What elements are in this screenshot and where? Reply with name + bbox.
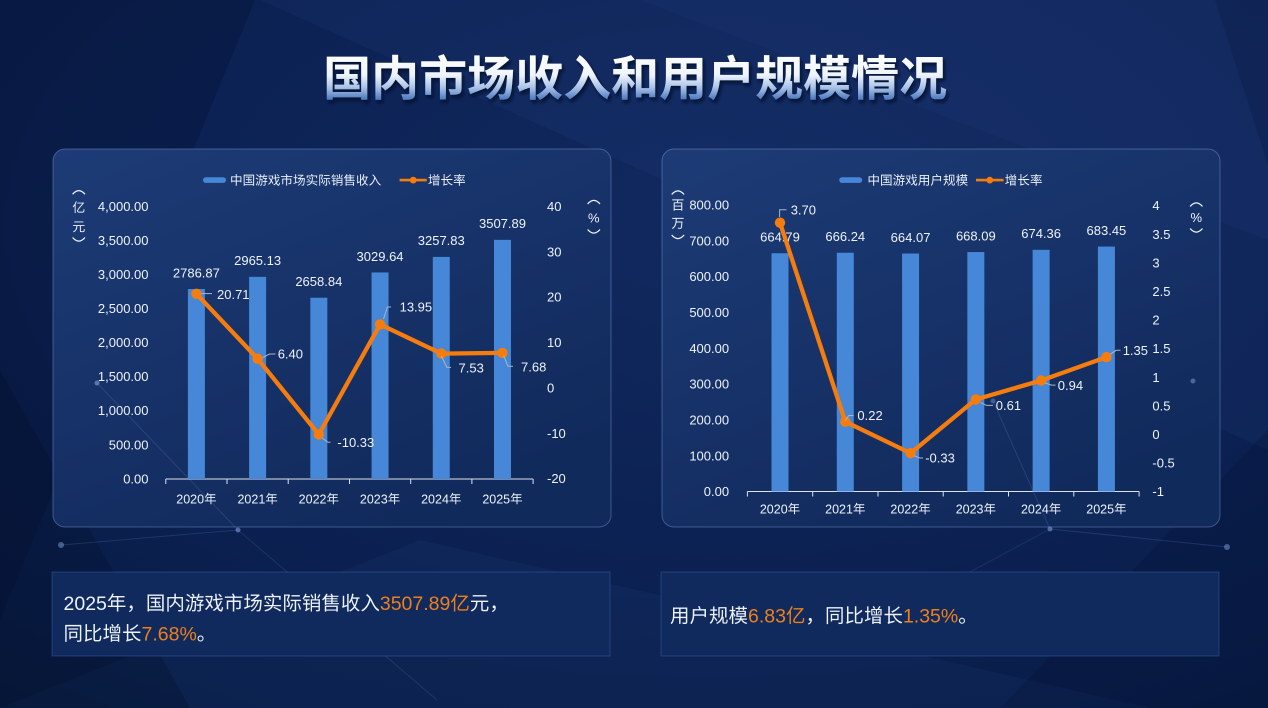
svg-text:664.07: 664.07 [891,230,931,245]
svg-text:400.00: 400.00 [689,341,729,356]
svg-text:2: 2 [1152,313,1159,328]
svg-text:7.53: 7.53 [459,360,484,375]
svg-text:4: 4 [1152,198,1159,213]
svg-text:1,000.00: 1,000.00 [98,403,149,418]
svg-text:100.00: 100.00 [689,448,729,463]
svg-text:7.68%: 7.68% [142,623,197,645]
svg-text:1.35%: 1.35% [903,606,958,628]
svg-text:2965.13: 2965.13 [234,253,281,268]
svg-text:2020: 2020 [176,492,204,506]
svg-text:20: 20 [547,290,561,305]
svg-text:0: 0 [547,380,554,395]
svg-text:600.00: 600.00 [689,269,729,284]
svg-text:2021: 2021 [825,502,853,516]
svg-text:%: % [588,211,600,226]
svg-text:3257.83: 3257.83 [418,233,465,248]
svg-text:0.00: 0.00 [123,471,148,486]
svg-text:3029.64: 3029.64 [357,249,404,264]
svg-text:-20: -20 [547,471,566,486]
svg-text:200.00: 200.00 [689,413,729,428]
svg-text:-10: -10 [547,426,566,441]
svg-text:20.71: 20.71 [217,287,250,302]
svg-text:3,000.00: 3,000.00 [98,267,149,282]
svg-text:3507.89: 3507.89 [380,593,451,615]
svg-text:683.45: 683.45 [1087,223,1127,238]
svg-text:700.00: 700.00 [689,233,729,248]
svg-text:2,500.00: 2,500.00 [98,301,149,316]
svg-text:0: 0 [1152,427,1159,442]
svg-text:0.5: 0.5 [1152,398,1170,413]
svg-text:0.22: 0.22 [857,408,882,423]
svg-text:%: % [1191,210,1203,225]
svg-text:40: 40 [547,199,561,214]
svg-text:2022: 2022 [299,492,327,506]
svg-text:2025: 2025 [1086,502,1114,516]
svg-text:1: 1 [1152,370,1159,385]
svg-text:6.40: 6.40 [278,347,303,362]
svg-text:1,500.00: 1,500.00 [98,369,149,384]
svg-text:7.68: 7.68 [521,359,546,374]
svg-text:1.5: 1.5 [1152,341,1170,356]
svg-text:2021: 2021 [237,492,265,506]
svg-text:-0.5: -0.5 [1152,456,1174,471]
svg-text:-10.33: -10.33 [337,435,374,450]
svg-text:-1: -1 [1152,484,1164,499]
svg-text:3507.89: 3507.89 [479,216,526,231]
svg-text:1.35: 1.35 [1123,343,1148,358]
svg-text:2,000.00: 2,000.00 [98,335,149,350]
svg-text:-0.33: -0.33 [925,451,955,466]
svg-text:674.36: 674.36 [1021,226,1061,241]
svg-text:2023: 2023 [360,492,388,506]
svg-text:3.5: 3.5 [1152,227,1170,242]
svg-text:2.5: 2.5 [1152,284,1170,299]
svg-text:3: 3 [1152,255,1159,270]
svg-text:4,000.00: 4,000.00 [98,199,149,214]
svg-text:664.79: 664.79 [760,230,800,245]
svg-text:0.61: 0.61 [996,398,1021,413]
svg-text:500.00: 500.00 [689,305,729,320]
svg-text:0.94: 0.94 [1058,378,1083,393]
svg-text:3,500.00: 3,500.00 [98,233,149,248]
svg-text:800.00: 800.00 [689,198,729,213]
svg-text:300.00: 300.00 [689,377,729,392]
svg-text:0.00: 0.00 [704,484,729,499]
svg-text:2020: 2020 [760,502,788,516]
svg-text:2658.84: 2658.84 [295,274,342,289]
svg-text:2025: 2025 [482,492,510,506]
svg-text:666.24: 666.24 [825,229,865,244]
svg-text:3.70: 3.70 [791,203,816,218]
svg-text:2024: 2024 [421,492,449,506]
svg-text:2786.87: 2786.87 [173,265,220,280]
svg-text:13.95: 13.95 [400,300,433,315]
svg-text:2024: 2024 [1021,502,1049,516]
svg-text:10: 10 [547,335,561,350]
svg-text:2022: 2022 [890,502,918,516]
svg-text:2023: 2023 [956,502,984,516]
svg-text:6.83: 6.83 [748,606,786,628]
svg-text:30: 30 [547,244,561,259]
svg-text:2025: 2025 [64,593,108,615]
svg-text:500.00: 500.00 [109,437,149,452]
svg-text:668.09: 668.09 [956,228,996,243]
